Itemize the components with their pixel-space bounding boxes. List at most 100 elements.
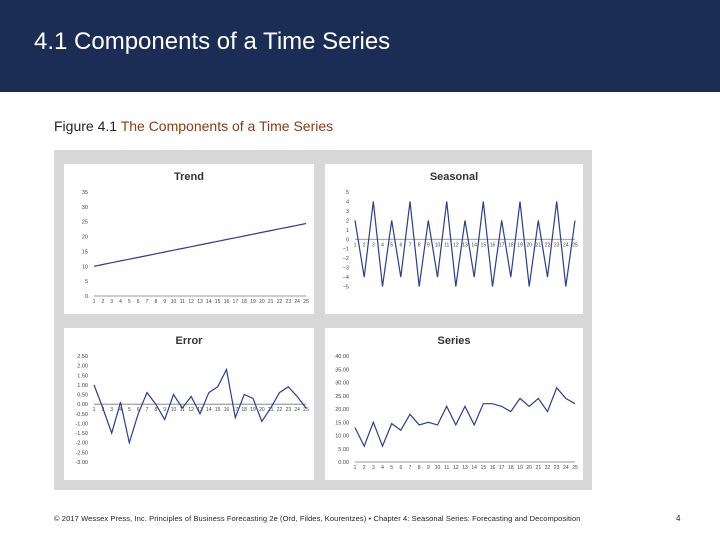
series-x-tick-label: 15 — [481, 465, 487, 471]
series-x-tick-label: 19 — [517, 465, 523, 471]
series-x-tick-label: 2 — [363, 465, 366, 471]
error-x-tick-label: 17 — [233, 407, 239, 413]
error-y-tick-label: 0.00 — [77, 402, 88, 408]
series-x-tick-label: 12 — [453, 465, 459, 471]
seasonal-x-tick-label: 19 — [517, 242, 523, 248]
series-y-tick-label: 40.00 — [335, 354, 349, 360]
seasonal-x-tick-label: 25 — [572, 242, 578, 248]
trend-y-tick-label: 20 — [82, 235, 88, 241]
trend-x-tick-label: 5 — [128, 299, 131, 305]
seasonal-x-tick-label: 17 — [499, 242, 505, 248]
series-x-tick-label: 20 — [526, 465, 532, 471]
error-x-tick-label: 20 — [259, 407, 265, 413]
trend-x-tick-label: 16 — [224, 299, 230, 305]
trend-x-tick-label: 11 — [180, 299, 185, 305]
error-x-tick-label: 7 — [146, 407, 149, 413]
error-x-tick-label: 10 — [171, 407, 177, 413]
series-y-tick-label: 10.00 — [335, 434, 349, 440]
error-x-tick-label: 22 — [277, 407, 283, 413]
seasonal-y-tick-label: 0 — [346, 237, 349, 243]
seasonal-y-tick-label: 4 — [346, 199, 349, 205]
seasonal-y-tick-label: −5 — [343, 285, 349, 291]
seasonal-x-tick-label: 8 — [418, 242, 421, 248]
error-x-tick-label: 9 — [163, 407, 166, 413]
trend-x-tick-label: 23 — [286, 299, 292, 305]
series-x-tick-label: 1 — [354, 465, 357, 471]
series-y-tick-label: 5.00 — [338, 447, 349, 453]
error-series-line — [93, 367, 307, 446]
seasonal-y-tick-label: 3 — [346, 209, 349, 215]
error-y-tick-label: -2.50 — [75, 450, 88, 456]
series-x-tick-label: 17 — [499, 465, 505, 471]
trend-x-tick-label: 1 — [93, 299, 96, 305]
error-chart-title: Error — [176, 335, 204, 347]
trend-x-tick-label: 13 — [197, 299, 203, 305]
error-y-tick-label: 2.50 — [77, 354, 88, 360]
series-x-tick-label: 11 — [444, 465, 449, 471]
seasonal-y-tick-label: 5 — [346, 190, 349, 196]
trend-x-tick-label: 8 — [154, 299, 157, 305]
trend-x-tick-label: 10 — [171, 299, 177, 305]
footer-copyright: © 2017 Wessex Press, Inc. Principles of … — [54, 514, 581, 523]
trend-x-tick-label: 17 — [233, 299, 239, 305]
series-x-tick-label: 21 — [536, 465, 542, 471]
seasonal-x-tick-label: 24 — [563, 242, 569, 248]
error-x-tick-label: 24 — [294, 407, 300, 413]
series-y-tick-label: 25.00 — [335, 394, 349, 400]
seasonal-y-tick-label: 2 — [346, 218, 349, 224]
series-x-tick-label: 24 — [563, 465, 569, 471]
series-x-tick-label: 4 — [381, 465, 384, 471]
seasonal-x-tick-label: 16 — [490, 242, 496, 248]
trend-y-tick-label: 5 — [85, 279, 88, 285]
series-y-tick-label: 30.00 — [335, 381, 349, 387]
trend-series-line — [93, 222, 307, 267]
error-y-tick-label: -0.50 — [75, 412, 88, 418]
seasonal-x-tick-label: 3 — [372, 242, 375, 248]
series-chart: Series 0.00 5.00 10.00 15.00 20.00 25.00 30.00 3… — [325, 328, 583, 480]
error-x-tick-label: 8 — [154, 407, 157, 413]
trend-x-tick-label: 15 — [215, 299, 221, 305]
trend-x-tick-label: 19 — [250, 299, 256, 305]
seasonal-x-tick-label: 7 — [409, 242, 412, 248]
trend-x-tick-label: 18 — [241, 299, 247, 305]
error-x-tick-label: 23 — [286, 407, 292, 413]
series-x-tick-label: 14 — [471, 465, 477, 471]
error-y-tick-label: 1.00 — [77, 383, 88, 389]
error-x-tick-label: 21 — [268, 407, 274, 413]
trend-x-tick-label: 14 — [206, 299, 212, 305]
seasonal-y-tick-label: −4 — [343, 275, 349, 281]
page-number: 4 — [676, 514, 681, 523]
series-x-tick-label: 25 — [572, 465, 578, 471]
error-y-tick-label: -1.00 — [75, 421, 88, 427]
error-x-tick-label: 15 — [215, 407, 221, 413]
seasonal-x-tick-label: 2 — [363, 242, 366, 248]
trend-x-tick-label: 21 — [268, 299, 274, 305]
series-x-tick-label: 5 — [390, 465, 393, 471]
trend-x-tick-label: 7 — [146, 299, 149, 305]
series-plot-background — [325, 328, 583, 480]
trend-y-tick-label: 30 — [82, 205, 88, 211]
seasonal-x-tick-label: 1 — [354, 242, 357, 248]
trend-x-tick-label: 24 — [294, 299, 300, 305]
seasonal-x-tick-label: 5 — [390, 242, 393, 248]
series-x-tick-label: 13 — [462, 465, 468, 471]
error-x-tick-label: 18 — [241, 407, 247, 413]
trend-chart-title: Trend — [174, 171, 204, 183]
error-x-tick-label: 14 — [206, 407, 212, 413]
error-y-tick-label: -1.50 — [75, 431, 88, 437]
seasonal-x-tick-label: 13 — [462, 242, 468, 248]
trend-y-tick-label: 15 — [82, 249, 88, 255]
seasonal-x-tick-label: 18 — [508, 242, 514, 248]
trend-plot-background — [64, 164, 314, 314]
slide-title: 4.1 Components of a Time Series — [34, 28, 391, 55]
series-x-tick-label: 3 — [372, 465, 375, 471]
seasonal-y-tick-label: −2 — [343, 256, 349, 262]
seasonal-x-tick-label: 21 — [536, 242, 542, 248]
trend-x-tick-label: 25 — [303, 299, 309, 305]
seasonal-x-tick-label: 9 — [427, 242, 430, 248]
error-y-tick-label: -3.00 — [75, 460, 88, 466]
seasonal-x-tick-label: 23 — [554, 242, 560, 248]
